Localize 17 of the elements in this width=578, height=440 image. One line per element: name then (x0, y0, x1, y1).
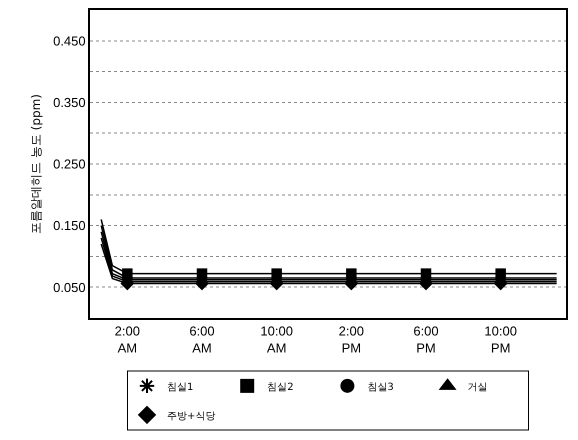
y-axis-title: 포름알데히드 농도 (ppm) (28, 94, 43, 234)
y-tick-label: 0.450 (53, 33, 86, 48)
y-tick-label: 0.250 (53, 156, 86, 172)
x-tick-label: 6:00 AM (189, 323, 215, 356)
legend-label: 침실1 (167, 382, 194, 393)
y-tick-label: 0.050 (53, 280, 86, 295)
x-tick-label: 2:00 PM (338, 323, 364, 356)
legend-label: 침실3 (367, 382, 394, 393)
legend-label: 거실 (468, 382, 488, 393)
x-tick-label: 6:00 PM (413, 323, 439, 356)
legend-label: 주방+식당 (167, 410, 216, 422)
legend-label: 침실2 (267, 382, 294, 393)
x-tick-label: 10:00 PM (484, 323, 517, 356)
x-tick-label: 10:00 AM (260, 323, 293, 356)
y-tick-label: 0.150 (53, 218, 86, 234)
x-tick-label: 2:00 AM (114, 323, 140, 356)
y-tick-label: 0.350 (53, 94, 86, 110)
